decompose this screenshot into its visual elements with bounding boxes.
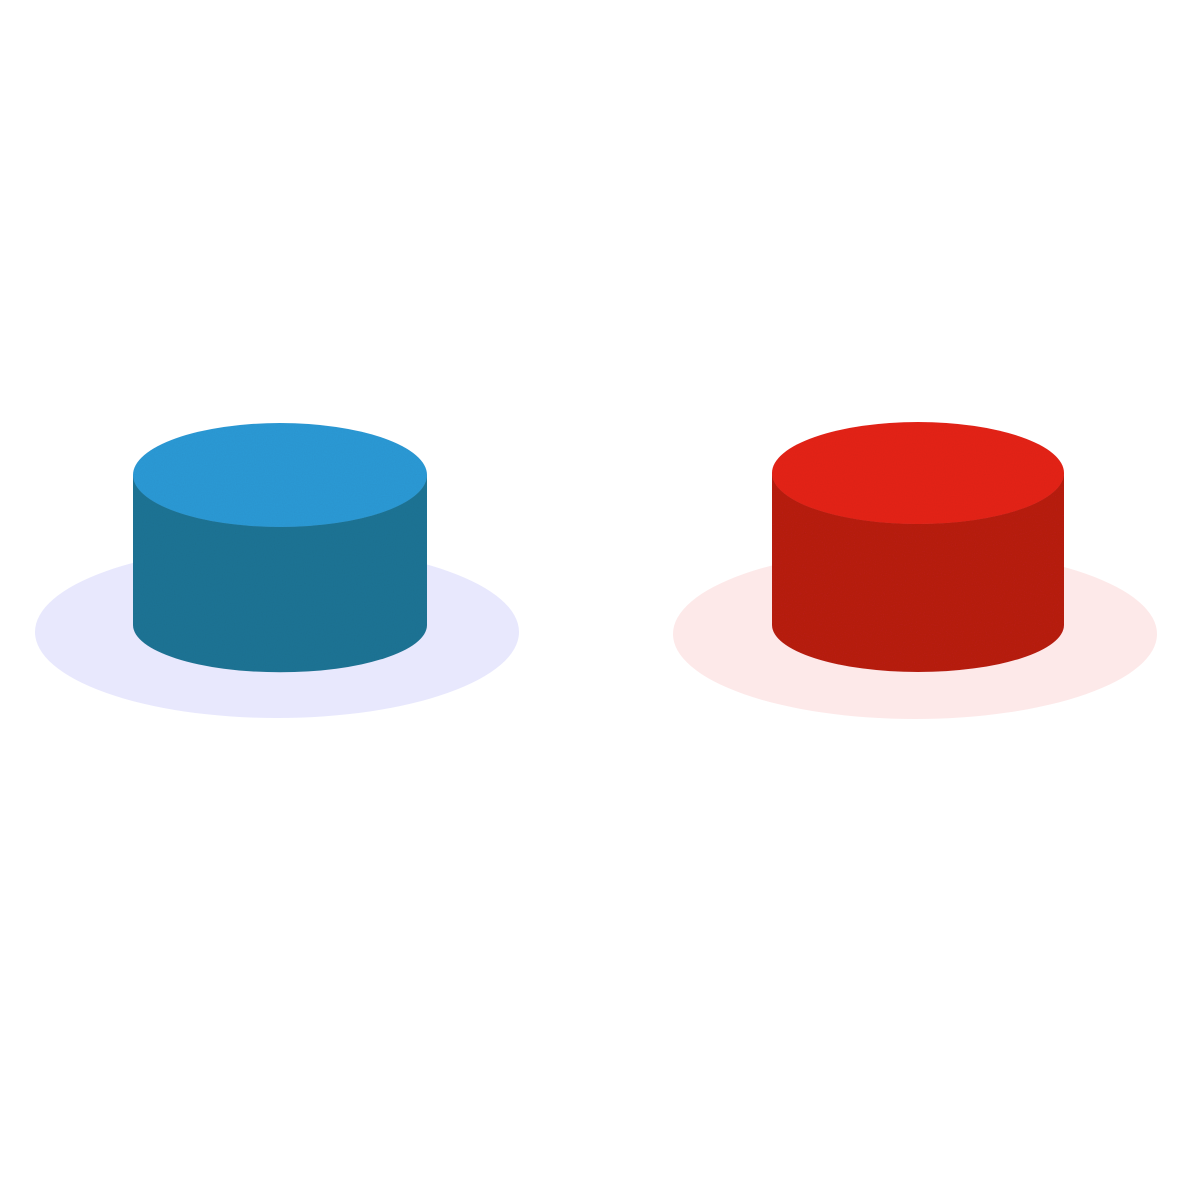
red-cylinder [673, 422, 1157, 719]
blue-cylinder-top [133, 423, 427, 527]
blue-cylinder-side [133, 475, 427, 673]
blue-cylinder [35, 423, 519, 718]
red-cylinder-top [772, 422, 1064, 524]
red-cylinder-side [772, 473, 1064, 672]
